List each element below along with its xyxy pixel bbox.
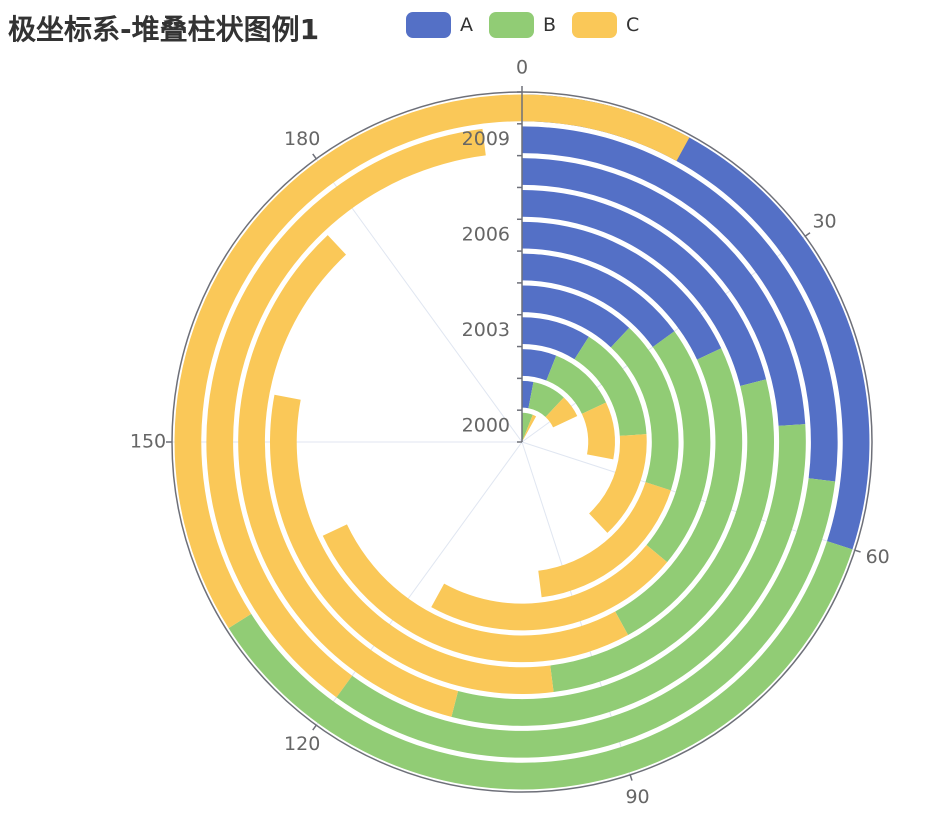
radius-tick-label: 2009 — [462, 128, 510, 150]
legend-item-a[interactable]: A — [406, 12, 473, 38]
angle-tick — [629, 774, 633, 781]
bars-layer — [174, 94, 870, 790]
angle-tick-label: 120 — [284, 733, 320, 755]
bar-c-2005 — [431, 545, 668, 631]
angle-tick-label: 90 — [625, 786, 649, 808]
bar-c-2010 — [174, 94, 690, 629]
bar-b-2002 — [546, 355, 607, 414]
bar-a-2005 — [522, 253, 675, 347]
bar-b-2007 — [550, 379, 774, 693]
bar-a-2004 — [522, 285, 630, 348]
legend-swatch-a — [406, 12, 451, 38]
bar-b-2006 — [615, 348, 743, 635]
axis-layer: 0 30 60 90 120 150 180 2000 2003 2006 2009 — [130, 57, 890, 809]
bar-c-2008 — [238, 235, 459, 717]
legend-item-b[interactable]: B — [489, 12, 556, 38]
legend-label-b: B — [543, 14, 557, 36]
angle-tick-label: 0 — [516, 57, 528, 79]
bar-a-2008 — [522, 158, 806, 426]
legend-swatch-c — [572, 12, 618, 38]
chart-title: 极坐标系-堆叠柱状图例1 — [8, 13, 320, 46]
bar-a-2009 — [522, 126, 838, 482]
angle-tick — [854, 549, 861, 553]
bar-c-2001 — [545, 397, 578, 428]
bar-a-2006 — [522, 221, 722, 360]
bar-b-2004 — [610, 327, 679, 491]
bar-c-2006 — [322, 524, 629, 663]
bar-b-2003 — [574, 336, 647, 436]
bar-c-2003 — [589, 434, 647, 533]
bar-c-2002 — [581, 402, 615, 460]
angle-tick-label: 180 — [284, 128, 320, 150]
bar-b-2000 — [522, 412, 533, 440]
bar-a-2001 — [522, 380, 534, 409]
angle-tick — [312, 153, 317, 160]
legend-label-a: A — [460, 14, 473, 36]
angle-tick — [312, 724, 317, 731]
radius-tick-label: 2006 — [462, 224, 510, 246]
angle-tick-label: 30 — [812, 211, 836, 233]
bar-c-2009 — [206, 128, 486, 698]
radius-tick-label: 2003 — [462, 319, 510, 341]
bar-b-2010 — [228, 541, 853, 790]
bar-b-2005 — [646, 331, 711, 563]
bar-a-2007 — [522, 190, 767, 386]
angle-tick — [804, 232, 811, 237]
legend-swatch-b — [489, 12, 534, 38]
angle-tick-label: 60 — [866, 546, 890, 568]
bar-c-2004 — [538, 482, 671, 598]
legend-label-c: C — [626, 14, 640, 36]
bar-c-2000 — [522, 414, 537, 440]
bar-a-2003 — [522, 317, 589, 360]
chart-legend: A B C — [406, 12, 655, 38]
bar-a-2002 — [522, 349, 557, 381]
radius-tick-label: 2000 — [462, 415, 510, 437]
angle-tick-label: 150 — [130, 431, 166, 453]
legend-item-c[interactable]: C — [572, 12, 639, 38]
bar-b-2009 — [336, 478, 836, 758]
bar-b-2001 — [528, 381, 564, 417]
